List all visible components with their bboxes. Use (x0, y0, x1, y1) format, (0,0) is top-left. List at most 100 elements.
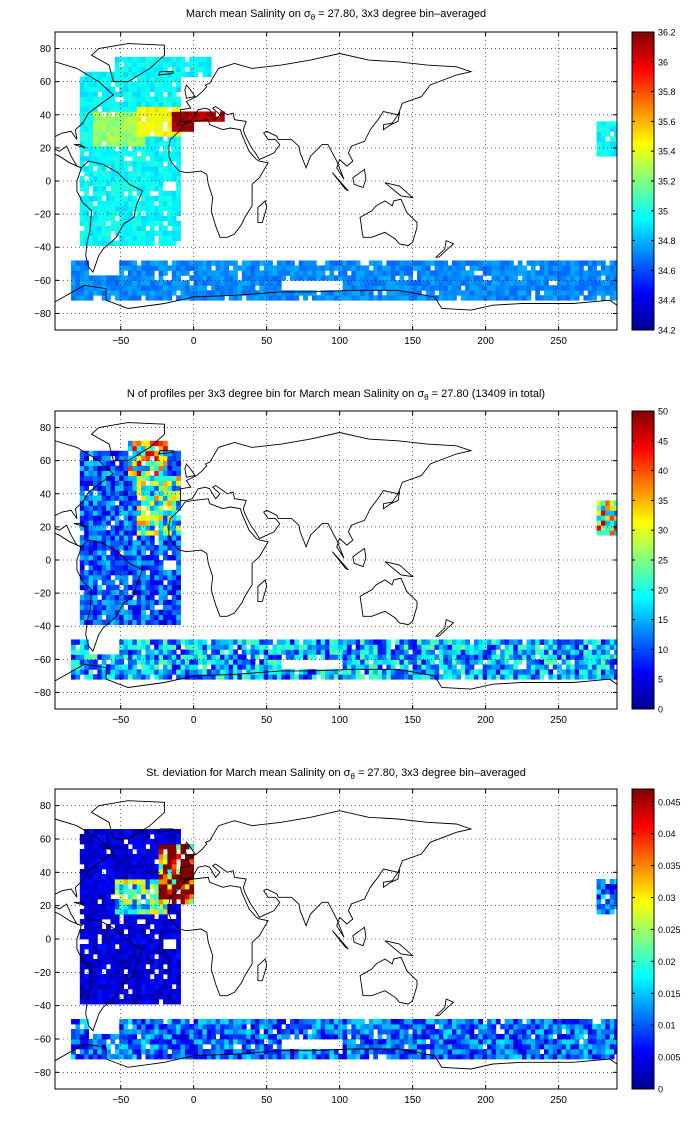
bin-cell (377, 674, 383, 680)
bin-cell (171, 619, 177, 625)
bin-cell (390, 659, 396, 665)
bin-cell (158, 924, 164, 930)
bin-cell (592, 664, 597, 670)
bin-cell (325, 265, 330, 271)
bin-cell (114, 545, 120, 551)
bin-cell (119, 939, 125, 945)
bin-cell (320, 654, 326, 660)
bin-cell (123, 525, 129, 531)
bin-cell (193, 111, 199, 117)
bin-cell (136, 61, 142, 68)
bin-cell (119, 535, 125, 541)
bin-cell (478, 1054, 484, 1060)
bin-cell (530, 664, 536, 670)
bin-cell (202, 56, 208, 63)
bin-cell (71, 1049, 76, 1055)
bin-cell (355, 260, 361, 266)
bin-cell (469, 290, 475, 296)
bin-cell (508, 295, 514, 301)
bin-cell (224, 1039, 230, 1045)
bin-cell (158, 505, 164, 511)
bin-cell (136, 849, 142, 855)
bin-cell (425, 639, 431, 645)
bin-cell (132, 934, 138, 940)
bin-cell (338, 270, 343, 276)
bin-cell (517, 669, 523, 675)
bin-cell (71, 654, 76, 660)
bin-cell (79, 200, 85, 207)
bin-cell (119, 190, 125, 197)
bin-cell (145, 260, 151, 266)
bin-cell (101, 151, 107, 157)
bin-cell (167, 959, 173, 965)
bin-cell (136, 1029, 142, 1035)
bin-cell (425, 260, 431, 266)
bin-cell (71, 260, 76, 266)
bin-cell (123, 619, 129, 625)
x-tick-label: −50 (112, 336, 129, 347)
bin-cell (88, 111, 94, 117)
bin-cell (158, 1049, 164, 1055)
bin-cell (101, 844, 107, 850)
bin-cell (132, 944, 138, 950)
bin-cell (119, 520, 125, 526)
bin-cell (106, 979, 111, 985)
bin-cell (219, 280, 225, 286)
bin-cell (224, 270, 230, 276)
bin-cell (325, 260, 330, 266)
bin-cell (360, 649, 365, 655)
bin-cell (171, 240, 177, 246)
bin-cell (535, 290, 541, 296)
bin-cell (596, 664, 602, 670)
bin-cell (364, 649, 370, 655)
bin-cell (132, 151, 138, 157)
bin-cell (171, 989, 177, 995)
bin-cell (430, 674, 435, 680)
bin-cell (101, 96, 107, 102)
bin-cell (224, 260, 230, 266)
bin-cell (84, 295, 89, 301)
bin-cell (119, 66, 125, 73)
bin-cell (141, 884, 146, 890)
bin-cell (469, 654, 475, 660)
bin-cell (539, 639, 545, 645)
bin-cell (145, 829, 151, 835)
bin-cell (478, 639, 484, 645)
bin-cell (460, 1029, 466, 1035)
bin-cell (263, 1034, 269, 1040)
bin-cell (452, 265, 457, 271)
bin-cell (123, 56, 129, 63)
bin-cell (180, 884, 186, 890)
y-tick-label: −40 (34, 243, 51, 254)
bin-cell (79, 854, 85, 860)
bin-cell (84, 166, 89, 172)
bin-cell (290, 290, 295, 296)
bin-cell (149, 200, 155, 207)
bin-cell (154, 490, 160, 496)
bin-cell (154, 96, 160, 102)
bin-cell (425, 669, 431, 675)
bin-cell (119, 181, 125, 187)
bin-cell (141, 56, 146, 63)
bin-cell (592, 669, 597, 675)
bin-cell (491, 265, 497, 271)
bin-cell (557, 674, 562, 680)
bin-cell (136, 280, 142, 286)
bin-cell (154, 984, 160, 990)
bin-cell (228, 1049, 234, 1055)
bin-cell (141, 874, 146, 880)
bin-cell (141, 964, 146, 970)
bin-cell (180, 280, 186, 286)
coastline (73, 523, 86, 528)
bin-cell (84, 111, 89, 117)
bin-cell (579, 260, 584, 266)
bin-cell (171, 1019, 177, 1025)
bin-cell (88, 564, 94, 571)
bin-cell (158, 839, 164, 845)
bin-cell (88, 136, 94, 142)
coastline (76, 539, 144, 652)
bin-cell (127, 480, 133, 486)
bin-cell (145, 959, 151, 965)
bin-cell (403, 280, 409, 286)
bin-cell (127, 151, 133, 157)
